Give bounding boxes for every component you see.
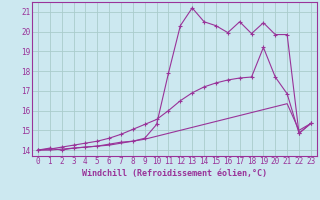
X-axis label: Windchill (Refroidissement éolien,°C): Windchill (Refroidissement éolien,°C) xyxy=(82,169,267,178)
